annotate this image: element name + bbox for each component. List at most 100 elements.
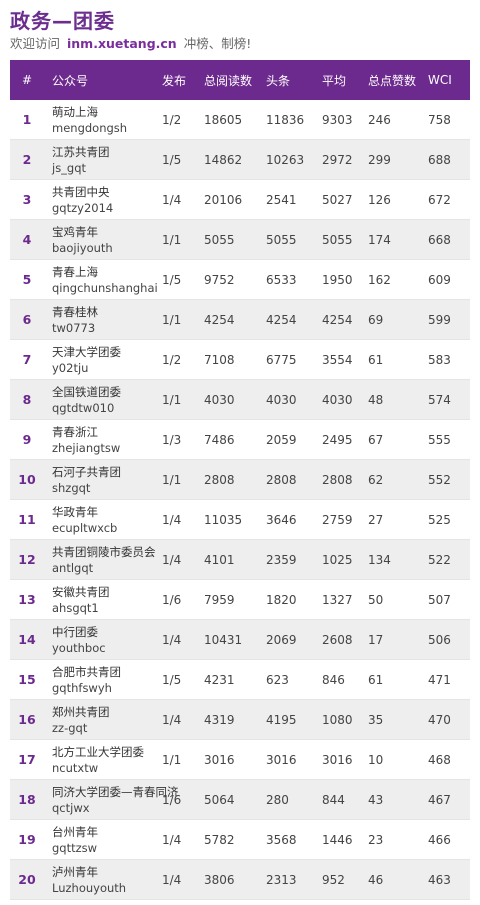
head-cell: 4254 [266,312,297,327]
table-row[interactable]: 10 石河子共青团 shzgqt 1/1 2808 2808 2808 62 552 [10,460,470,500]
reads-cell: 14862 [204,152,243,167]
wci-cell: 466 [428,832,451,847]
table-row[interactable]: 8 全国铁道团委 qgtdtw010 1/1 4030 4030 4030 48 574 [10,380,470,420]
head-cell: 3016 [266,752,297,767]
account-id: qingchunshanghai [52,280,158,295]
table-row[interactable]: 6 青春桂林 tw0773 1/1 4254 4254 4254 69 599 [10,300,470,340]
head-cell: 3646 [266,512,297,527]
table-row[interactable]: 5 青春上海 qingchunshanghai 1/5 9752 6533 1950 162 6… [10,260,470,300]
table-row[interactable]: 14 中行团委 youthboc 1/4 10431 2069 2608 17 506 [10,620,470,660]
account-id: zz-gqt [52,720,88,735]
rank-cell: 13 [18,592,36,607]
likes-cell: 50 [368,592,384,607]
likes-cell: 162 [368,272,391,287]
head-cell: 5055 [266,232,297,247]
table-row[interactable]: 15 合肥市共青团 gqthfswyh 1/5 4231 623 846 61 471 [10,660,470,700]
likes-cell: 35 [368,712,384,727]
pub-cell: 1/4 [162,552,182,567]
head-cell: 6775 [266,352,297,367]
avg-cell: 1950 [322,272,353,287]
account-cell: 华政青年 ecupltwxcb [44,504,162,536]
account-name[interactable]: 合肥市共青团 [52,664,121,679]
avg-cell: 4030 [322,392,353,407]
table-row[interactable]: 1 萌动上海 mengdongsh 1/2 18605 11836 9303 246 758 [10,100,470,140]
table-row[interactable]: 7 天津大学团委 y02tju 1/2 7108 6775 3554 61 583 [10,340,470,380]
pub-cell: 1/4 [162,832,182,847]
account-name[interactable]: 共青团铜陵市委员会 [52,544,156,559]
wci-cell: 599 [428,312,451,327]
pub-cell: 1/5 [162,672,182,687]
account-name[interactable]: 萌动上海 [52,104,98,119]
account-cell: 天津大学团委 y02tju [44,344,162,376]
rank-cell: 2 [22,152,32,167]
account-name[interactable]: 同济大学团委—青春同济 [52,784,179,799]
account-name[interactable]: 青春上海 [52,264,98,279]
rank-cell: 3 [22,192,32,207]
table-row[interactable]: 20 泸州青年 Luzhouyouth 1/4 3806 2313 952 46 463 [10,860,470,900]
account-name[interactable]: 天津大学团委 [52,344,121,359]
table-row[interactable]: 11 华政青年 ecupltwxcb 1/4 11035 3646 2759 27 525 [10,500,470,540]
table-row[interactable]: 4 宝鸡青年 baojiyouth 1/1 5055 5055 5055 174 668 [10,220,470,260]
pub-cell: 1/4 [162,192,182,207]
account-name[interactable]: 华政青年 [52,504,98,519]
rank-cell: 9 [22,432,32,447]
table-row[interactable]: 19 台州青年 gqttzsw 1/4 5782 3568 1446 23 466 [10,820,470,860]
table-row[interactable]: 13 安徽共青团 ahsgqt1 1/6 7959 1820 1327 50 507 [10,580,470,620]
account-name[interactable]: 台州青年 [52,824,98,839]
table-row[interactable]: 18 同济大学团委—青春同济 qctjwx 1/6 5064 280 844 43 467 [10,780,470,820]
table-row[interactable]: 16 郑州共青团 zz-gqt 1/4 4319 4195 1080 35 470 [10,700,470,740]
likes-cell: 126 [368,192,391,207]
table-row[interactable]: 12 共青团铜陵市委员会 antlgqt 1/4 4101 2359 1025 134 522 [10,540,470,580]
likes-cell: 62 [368,472,384,487]
table-row[interactable]: 17 北方工业大学团委 ncutxtw 1/1 3016 3016 3016 10 468 [10,740,470,780]
col-pub: 发布 [162,73,187,88]
pub-cell: 1/1 [162,312,182,327]
account-name[interactable]: 青春桂林 [52,304,98,319]
reads-cell: 4254 [204,312,235,327]
account-name[interactable]: 共青团中央 [52,184,110,199]
wci-cell: 468 [428,752,451,767]
pub-cell: 1/4 [162,872,182,887]
pub-cell: 1/3 [162,432,182,447]
wci-cell: 609 [428,272,451,287]
account-cell: 合肥市共青团 gqthfswyh [44,664,162,696]
account-id: Luzhouyouth [52,880,127,895]
likes-cell: 246 [368,112,391,127]
visit-line: 欢迎访问 inm.xuetang.cn 冲榜、制榜! [10,35,470,53]
account-name[interactable]: 江苏共青团 [52,144,110,159]
rank-cell: 19 [18,832,36,847]
pub-cell: 1/2 [162,112,182,127]
account-name[interactable]: 安徽共青团 [52,584,110,599]
account-name[interactable]: 中行团委 [52,624,98,639]
likes-cell: 27 [368,512,384,527]
likes-cell: 61 [368,672,384,687]
pub-cell: 1/2 [162,352,182,367]
reads-cell: 7108 [204,352,235,367]
reads-cell: 3016 [204,752,235,767]
account-name[interactable]: 郑州共青团 [52,704,110,719]
reads-cell: 7486 [204,432,235,447]
rank-cell: 20 [18,872,36,887]
wci-cell: 463 [428,872,451,887]
site-link[interactable]: inm.xuetang.cn [67,36,177,51]
table-row[interactable]: 2 江苏共青团 js_gqt 1/5 14862 10263 2972 299 688 [10,140,470,180]
pub-cell: 1/1 [162,752,182,767]
table-row[interactable]: 3 共青团中央 gqtzy2014 1/4 20106 2541 5027 126 672 [10,180,470,220]
reads-cell: 4101 [204,552,235,567]
account-name[interactable]: 宝鸡青年 [52,224,98,239]
wci-cell: 672 [428,192,451,207]
account-id: mengdongsh [52,120,128,135]
head-cell: 10263 [266,152,305,167]
account-name[interactable]: 北方工业大学团委 [52,744,144,759]
account-name[interactable]: 全国铁道团委 [52,384,121,399]
account-cell: 同济大学团委—青春同济 qctjwx [44,784,179,816]
table-row[interactable]: 9 青春浙江 zhejiangtsw 1/3 7486 2059 2495 67 555 [10,420,470,460]
account-name[interactable]: 石河子共青团 [52,464,121,479]
avg-cell: 1080 [322,712,353,727]
account-cell: 宝鸡青年 baojiyouth [44,224,162,256]
account-name[interactable]: 青春浙江 [52,424,98,439]
likes-cell: 23 [368,832,384,847]
likes-cell: 299 [368,152,391,167]
account-name[interactable]: 泸州青年 [52,864,98,879]
rank-cell: 10 [18,472,36,487]
